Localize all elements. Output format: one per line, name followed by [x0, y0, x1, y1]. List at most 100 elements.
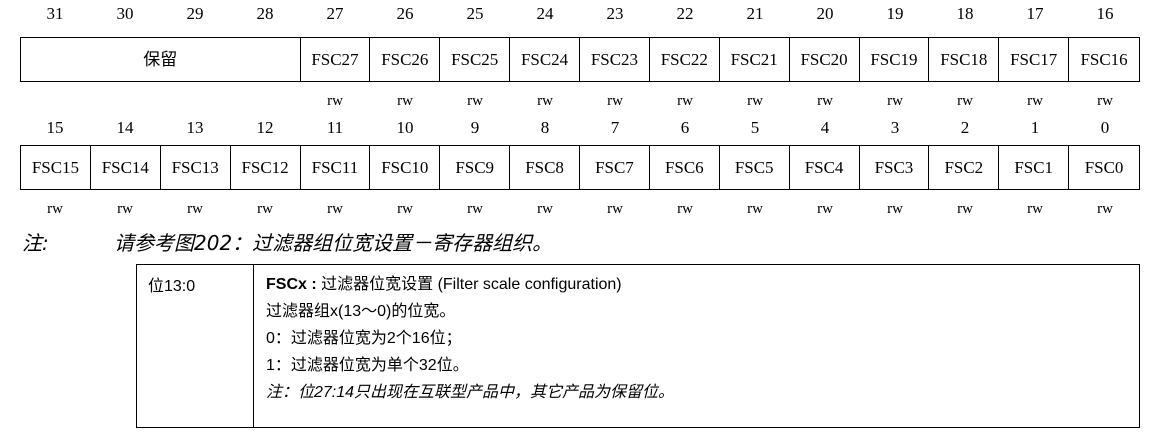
access-type: rw [817, 201, 833, 217]
register-field: FSC25 [440, 38, 511, 81]
bit-number: 4 [820, 118, 830, 137]
register-field: FSC19 [860, 38, 930, 81]
register-field: FSC18 [929, 38, 1000, 81]
bit-number: 24 [536, 4, 554, 23]
bit-number: 12 [256, 118, 274, 137]
field-description-table: 位13:0 FSCx : 过滤器位宽设置 (Filter scale confi… [136, 264, 1140, 428]
bit-number: 22 [676, 4, 694, 23]
bit-number: 17 [1026, 4, 1044, 23]
bit-number: 27 [326, 4, 344, 23]
bit-numbers-low: 15 14 13 12 11 10 9 8 7 6 5 4 3 2 1 0 [20, 117, 1140, 139]
bit-number: 6 [680, 118, 690, 137]
description-body: FSCx : 过滤器位宽设置 (Filter scale configurati… [254, 265, 674, 427]
access-type: rw [537, 93, 553, 109]
access-type: rw [607, 93, 623, 109]
register-field: FSC23 [580, 38, 650, 81]
access-type: rw [47, 201, 63, 217]
register-field: FSC16 [1080, 50, 1128, 69]
description-footnote: 注：位27:14只出现在互联型产品中，其它产品为保留位。 [266, 384, 675, 401]
field-title: 过滤器位宽设置 (Filter scale configuration) [316, 276, 622, 293]
bit-number: 10 [396, 118, 414, 137]
note: 注: 请参考图202：过滤器组位宽设置－寄存器组织。 [22, 227, 552, 256]
bit-number: 14 [116, 118, 134, 137]
register-field: FSC5 [720, 146, 790, 189]
access-type: rw [677, 93, 693, 109]
register-field: FSC15 [21, 146, 91, 189]
bit-number: 29 [186, 4, 204, 23]
access-type: rw [957, 93, 973, 109]
access-type: rw [117, 201, 133, 217]
bit-number: 19 [886, 4, 904, 23]
bit-number: 16 [1096, 4, 1114, 23]
register-field: FSC20 [790, 38, 860, 81]
bit-number: 11 [326, 118, 344, 137]
access-type: rw [887, 93, 903, 109]
access-type: rw [747, 93, 763, 109]
access-type: rw [747, 201, 763, 217]
bit-number: 21 [746, 4, 764, 23]
note-label: 注: [22, 231, 49, 255]
access-type: rw [1097, 93, 1113, 109]
register-fields-high: 保留 FSC27 FSC26 FSC25 FSC24 FSC23 FSC22 FSC21 FS… [20, 37, 1140, 82]
bit-numbers-high: 31 30 29 28 27 26 25 24 23 22 21 20 19 18 17 16 [20, 3, 1140, 25]
access-type: rw [607, 201, 623, 217]
access-type: rw [397, 201, 413, 217]
access-types-high: rw rw rw rw rw rw rw rw rw rw rw rw [20, 91, 1140, 111]
bit-number: 3 [890, 118, 900, 137]
bit-number: 15 [46, 118, 64, 137]
register-field: FSC17 [999, 38, 1070, 81]
register-field: FSC8 [510, 146, 580, 189]
register-field: FSC26 [370, 38, 441, 81]
bit-number: 9 [470, 118, 480, 137]
bit-number: 18 [956, 4, 974, 23]
access-type: rw [817, 93, 833, 109]
register-field: FSC4 [790, 146, 860, 189]
access-type: rw [1097, 201, 1113, 217]
bit-number: 13 [186, 118, 204, 137]
register-field: FSC21 [720, 38, 790, 81]
access-type: rw [467, 93, 483, 109]
bit-number: 28 [256, 4, 274, 23]
register-field: FSC24 [510, 38, 580, 81]
bit-number: 1 [1030, 118, 1040, 137]
register-field: FSC1 [999, 146, 1070, 189]
register-field: FSC9 [440, 146, 511, 189]
description-line: 0：过滤器位宽为2个16位； [266, 330, 462, 347]
register-field: FSC27 [301, 38, 371, 81]
bit-number: 31 [46, 4, 64, 23]
register-fields-low: FSC15 FSC14 FSC13 FSC12 FSC11 FSC10 FSC9 FSC8 FS… [20, 145, 1140, 190]
access-type: rw [887, 201, 903, 217]
access-type: rw [187, 201, 203, 217]
access-types-low: rw rw rw rw rw rw rw rw rw rw rw rw rw rw rw rw [20, 199, 1140, 219]
access-type: rw [537, 201, 553, 217]
register-field: FSC12 [231, 146, 301, 189]
note-text: 请参考图202：过滤器组位宽设置－寄存器组织。 [114, 231, 553, 255]
access-type: rw [327, 93, 343, 109]
field-name: FSCx : [266, 276, 317, 293]
register-field: FSC7 [580, 146, 650, 189]
register-field: FSC14 [91, 146, 161, 189]
bit-number: 7 [610, 118, 620, 137]
bit-number: 25 [466, 4, 484, 23]
register-field: FSC22 [650, 38, 720, 81]
register-field: FSC11 [301, 146, 371, 189]
reserved-field: 保留 [21, 38, 301, 81]
register-field: FSC2 [929, 146, 1000, 189]
reserved-spacer [20, 91, 300, 111]
access-type: rw [467, 201, 483, 217]
bit-number: 5 [750, 118, 760, 137]
bit-number: 23 [606, 4, 624, 23]
register-field: FSC0 [1084, 158, 1124, 177]
access-type: rw [397, 93, 413, 109]
description-line: 过滤器组x(13～0)的位宽。 [266, 303, 456, 320]
bit-number: 8 [540, 118, 550, 137]
access-type: rw [677, 201, 693, 217]
description-title: FSCx : 过滤器位宽设置 (Filter scale configurati… [266, 272, 674, 299]
register-field: FSC6 [650, 146, 720, 189]
access-type: rw [327, 201, 343, 217]
access-type: rw [1027, 93, 1043, 109]
register-field: FSC13 [161, 146, 231, 189]
register-field: FSC10 [370, 146, 441, 189]
bit-number: 0 [1100, 118, 1110, 137]
description-bits: 位13:0 [137, 265, 254, 427]
